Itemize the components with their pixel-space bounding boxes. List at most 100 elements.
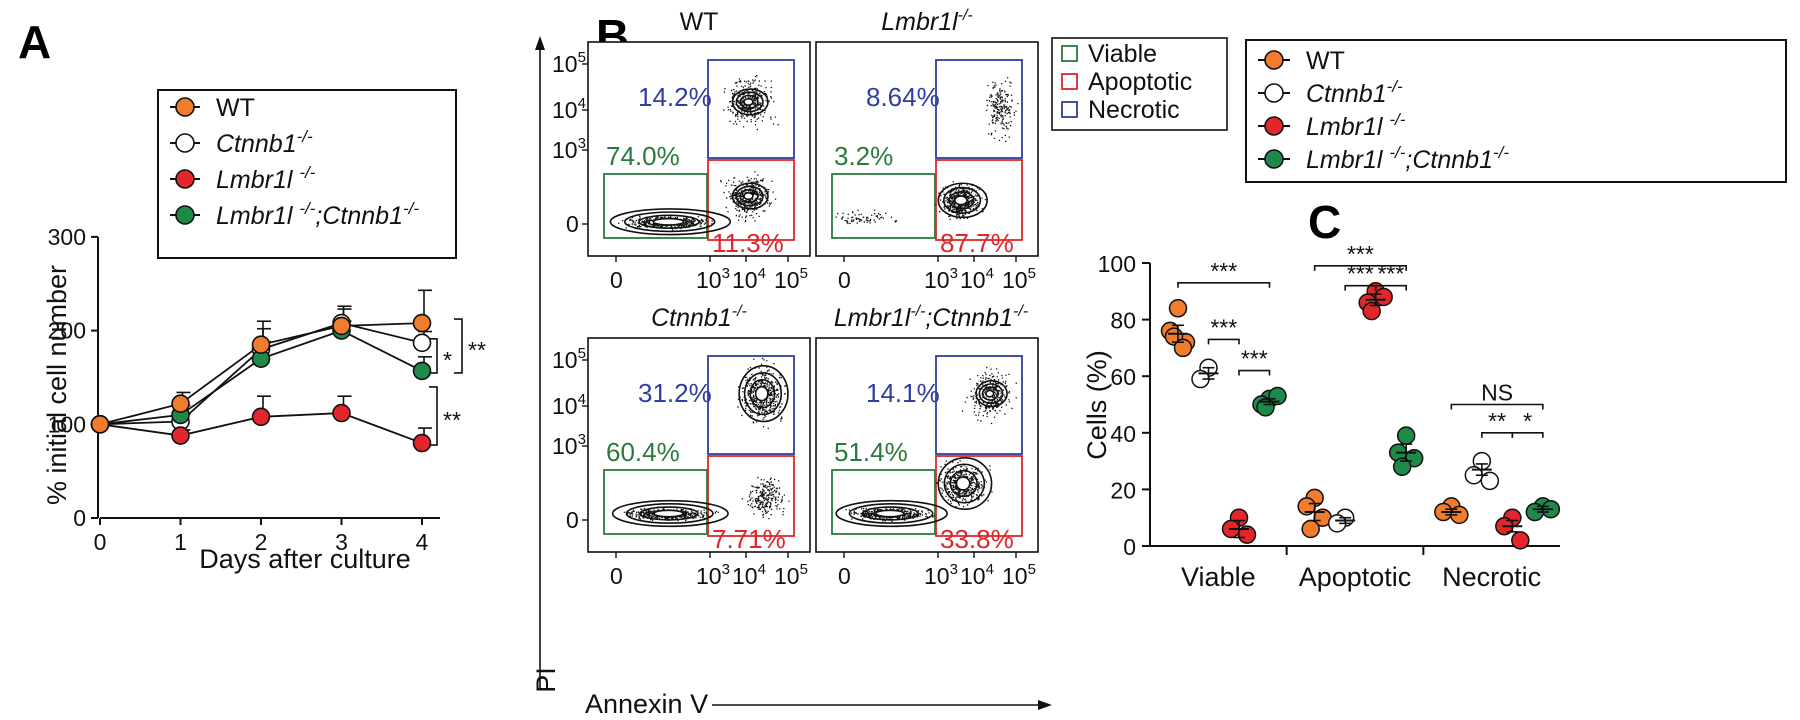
legend-a-marker-lmbr1l [175,169,195,189]
flow-y-tick-label: 104 [552,391,586,419]
legend-a-marker-double [175,205,195,225]
data-point-ctnnb1 [412,333,432,353]
significance-bracket [429,386,438,446]
legend-c-marker-double [1264,149,1284,169]
flow-x-tick-label: 0 [838,563,851,589]
flow-x-tick-label: 105 [774,561,808,589]
gate-viable [603,173,708,239]
flow-x-tick-label: 0 [838,267,851,293]
density-contour [981,386,999,401]
density-contour [955,476,971,491]
gate-apoptotic [707,159,795,241]
density-contour [848,503,934,524]
gate-necrotic [935,59,1023,159]
y-tick-label-a: 0 [73,505,86,531]
flow-x-tick-label: 104 [732,265,766,293]
significance-bracket-label: ** [468,337,486,363]
legend-c-label-ctnnb1: Ctnnb1-/- [1306,77,1403,108]
gate-necrotic [707,355,795,455]
flow-legend-label-necrotic: Necrotic [1088,96,1180,124]
significance-bracket [429,337,438,374]
legend-c-marker-ctnnb1 [1264,83,1284,103]
annexin-axis-arrowhead [1038,700,1052,710]
x-tick-label-c: Apoptotic [1299,562,1412,592]
x-tick-label-a: 1 [174,529,187,555]
flow-plot-4: Lmbr1l-/-;Ctnnb1-/-14.1%51.4%33.8%0 103 10… [815,303,1039,589]
significance-label-c: *** [1377,261,1404,287]
significance-label-c: * [1523,408,1532,434]
flow-legend-swatch-viable [1061,45,1078,62]
significance-label-c: *** [1347,261,1374,287]
density-contour [978,383,1004,405]
y-tick-label-c: 60 [1110,364,1136,390]
legend-c-box [1245,39,1787,183]
flow-legend-swatch-necrotic [1061,101,1078,118]
flow-x-tick-label: 103 [696,561,730,589]
gate-viable [831,469,936,535]
x-axis-label-a: Days after culture [199,544,411,574]
significance-label-c: NS [1481,380,1513,406]
y-axis-label-a: % initial cell number [42,265,72,505]
significance-label-c: *** [1210,314,1237,340]
density-contour [609,208,732,236]
pi-axis-arrowhead [535,36,545,50]
flow-x-tick-label: 105 [1002,265,1036,293]
density-contour [937,457,993,510]
percent-apoptotic: 87.7% [940,228,1014,258]
x-tick-label-c: Necrotic [1442,562,1541,592]
density-contour [943,463,986,504]
density-contour [653,509,684,518]
significance-label-c: *** [1347,241,1374,267]
y-tick-label-c: 80 [1110,308,1136,334]
data-point-double [1268,386,1287,406]
density-contour [975,380,1008,408]
legend-a-label-double: Lmbr1l -/-;Ctnnb1-/- [216,199,419,230]
legend-a-label-lmbr1l: Lmbr1l -/- [216,163,316,194]
flow-x-tick-label: 0 [610,563,623,589]
density-contour [949,469,978,498]
data-point-lmbr1l [171,426,190,445]
y-tick-label-a: 100 [48,411,86,437]
data-point-lmbr1l [251,407,271,427]
density-contour [985,389,995,398]
density-contour [739,188,759,204]
density-contour [652,217,685,226]
density-contour [875,509,905,518]
legend-a-marker-wt [175,97,195,117]
data-point-double [1396,426,1416,445]
y-tick-label-a: 200 [48,318,86,344]
significance-bracket-c [1207,338,1240,345]
percent-apoptotic: 7.71% [712,524,786,554]
data-point-ctnnb1 [1480,471,1500,491]
y-tick-label-a: 300 [48,224,86,250]
significance-bracket-c [1313,265,1407,271]
flow-x-tick-label: 105 [774,265,808,293]
flow-legend-box [1051,37,1228,131]
flow-x-tick-label: 104 [960,265,994,293]
significance-label-c: *** [1210,258,1237,284]
percent-viable: 74.0% [606,141,680,171]
y-tick-label-c: 0 [1123,534,1136,560]
x-tick-label-a: 3 [335,529,348,555]
flow-x-tick-label: 0 [610,267,623,293]
density-contour [731,182,769,210]
flow-plot-2: Lmbr1l-/- 8.64% 3.2% 87.7% 0 103 104 105 [815,7,1039,293]
flow-legend-label-apoptotic: Apoptotic [1088,68,1192,96]
x-tick-label-a: 4 [416,529,429,555]
flow-x-tick-label: 105 [1002,561,1036,589]
percent-necrotic: 8.64% [866,82,940,112]
density-contour [754,385,769,402]
gate-apoptotic [935,159,1023,241]
significance-bracket-c [1177,282,1271,288]
event-dots [835,77,1019,225]
line-chart-a: WT Ctnnb1-/- Lmbr1l -/- Lmbr1l -/-;Ctnnb1-/… [42,89,486,574]
significance-bracket-c [1374,284,1407,291]
density-contour [611,499,729,528]
gate-viable [831,173,936,239]
